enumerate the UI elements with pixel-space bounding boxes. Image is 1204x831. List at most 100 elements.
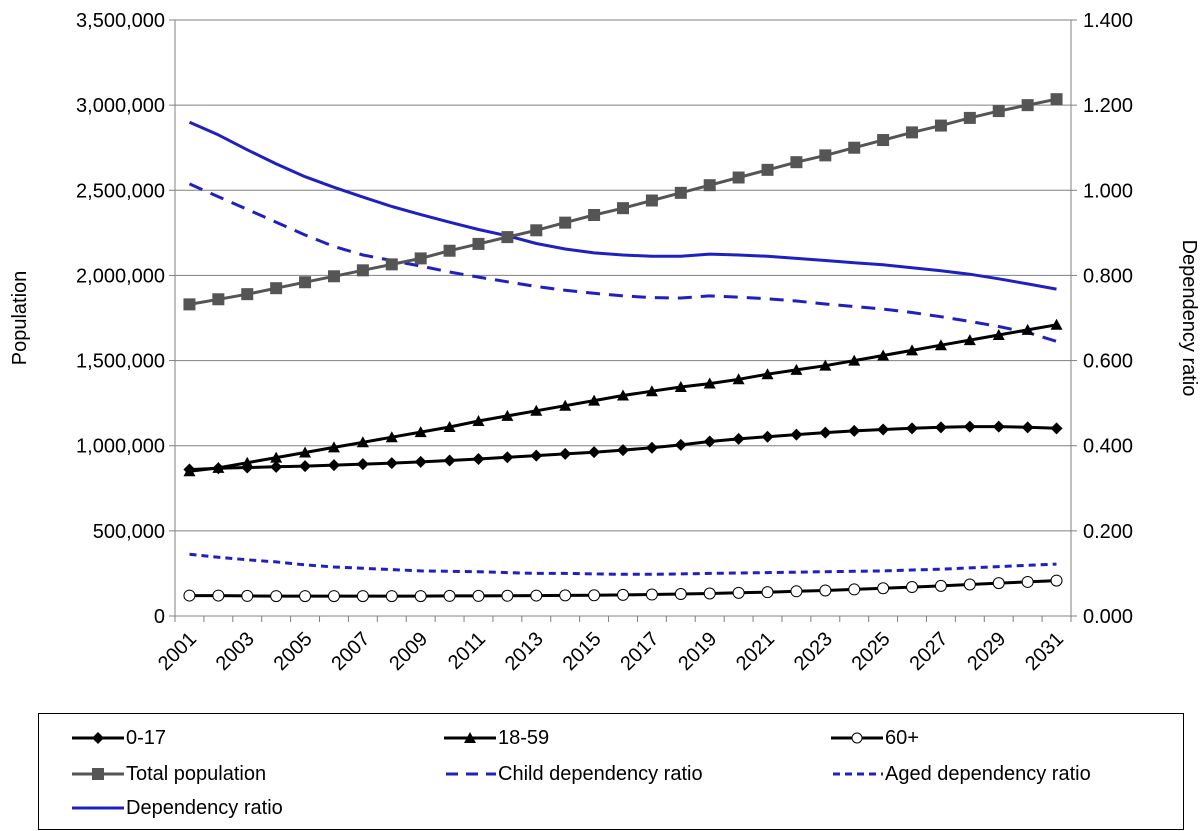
data-point xyxy=(356,264,369,277)
legend-label-dependency-ratio: Dependency ratio xyxy=(126,796,283,819)
legend-item-total-population[interactable]: Total population xyxy=(72,761,266,787)
data-point xyxy=(356,436,369,448)
y-tick-label: 0 xyxy=(154,606,165,628)
data-point xyxy=(848,354,861,366)
data-point xyxy=(790,585,803,598)
data-point xyxy=(877,134,890,147)
data-point xyxy=(327,459,340,472)
data-point xyxy=(761,430,774,443)
data-point xyxy=(992,577,1005,590)
data-point xyxy=(674,588,687,601)
x-tick-label: 2013 xyxy=(501,628,548,675)
y-tick-label: 500,000 xyxy=(93,521,165,543)
line-chart: 0 500,000 1,000,000 1,500,000 2,000,000 2,500… xyxy=(9,10,1200,675)
data-point xyxy=(501,451,514,464)
series-line xyxy=(189,97,1057,306)
x-tick-label: 2029 xyxy=(963,628,1010,675)
data-point xyxy=(732,586,745,599)
y-tick-label: 2,500,000 xyxy=(76,180,165,202)
data-point xyxy=(588,446,601,459)
data-point xyxy=(819,359,832,371)
y-axis-title: Population xyxy=(9,271,31,366)
data-point xyxy=(443,589,456,602)
x-axis-ticks: 2001 2003 2005 2007 2009 2011 2013 2015 2017 2019… xyxy=(154,616,1072,675)
legend-label-60-plus: 60+ xyxy=(885,726,919,749)
y-axis-ticks: 0 500,000 1,000,000 1,500,000 2,000,000 2,500… xyxy=(76,10,175,628)
data-point xyxy=(299,590,312,603)
data-point xyxy=(414,455,427,468)
data-point xyxy=(183,465,196,477)
data-point xyxy=(617,202,629,215)
data-point xyxy=(241,456,254,468)
data-point xyxy=(414,426,427,438)
legend-item-18-59[interactable]: 18-59 xyxy=(444,725,549,751)
data-point xyxy=(848,424,861,437)
series-18-59 xyxy=(183,318,1063,477)
legend-swatch-60-plus xyxy=(831,732,883,744)
legend-item-dependency-ratio[interactable]: Dependency ratio xyxy=(72,795,283,821)
data-point xyxy=(790,156,803,169)
x-tick-label: 2023 xyxy=(790,628,837,675)
data-point xyxy=(906,581,919,594)
data-point xyxy=(848,583,861,596)
x-tick-label: 2007 xyxy=(327,628,374,675)
data-point xyxy=(443,244,456,257)
data-point xyxy=(877,423,890,436)
data-point xyxy=(327,270,340,283)
data-point xyxy=(356,590,369,603)
data-point xyxy=(270,451,283,463)
data-point xyxy=(732,171,745,184)
data-point xyxy=(501,231,514,244)
y-tick-label: 1,000,000 xyxy=(76,436,165,458)
data-point xyxy=(703,587,716,600)
series-60- xyxy=(183,574,1063,603)
data-point xyxy=(617,389,629,401)
data-point xyxy=(703,435,716,448)
data-point xyxy=(356,458,369,471)
legend-item-child-dependency-ratio[interactable]: Child dependency ratio xyxy=(444,761,703,787)
legend-item-aged-dependency-ratio[interactable]: Aged dependency ratio xyxy=(831,761,1091,787)
x-tick-label: 2015 xyxy=(559,628,606,675)
y2-tick-label: 1.200 xyxy=(1083,95,1133,117)
y2-axis-title: Dependency ratio xyxy=(1178,240,1200,397)
series-line xyxy=(188,120,1057,291)
data-point xyxy=(992,329,1005,341)
series-line xyxy=(188,182,1057,343)
legend: 0-17 18-59 60+ Total population Child de… xyxy=(38,713,1184,830)
legend-swatch-aged-dependency-ratio xyxy=(833,772,883,776)
data-point xyxy=(934,339,947,351)
series-line xyxy=(189,552,1057,576)
data-point xyxy=(212,461,225,473)
data-point xyxy=(559,447,572,460)
data-point xyxy=(992,420,1005,433)
legend-label-child-dependency-ratio: Child dependency ratio xyxy=(498,762,703,785)
legend-item-0-17[interactable]: 0-17 xyxy=(72,725,166,751)
data-point xyxy=(645,385,658,397)
data-point xyxy=(848,141,861,154)
y-tick-label: 3,000,000 xyxy=(76,95,165,117)
y2-tick-label: 0.400 xyxy=(1083,436,1133,458)
data-point xyxy=(645,194,658,207)
data-point xyxy=(963,420,976,433)
data-point xyxy=(674,186,687,199)
data-point xyxy=(934,421,947,434)
data-point xyxy=(327,441,340,453)
data-point xyxy=(530,404,543,416)
legend-label-0-17: 0-17 xyxy=(126,726,167,749)
y2-tick-label: 0.800 xyxy=(1083,265,1133,287)
data-point xyxy=(1050,574,1063,587)
data-point xyxy=(472,237,485,250)
data-point xyxy=(414,252,427,265)
data-point xyxy=(732,373,745,385)
data-point xyxy=(1021,421,1034,434)
data-point xyxy=(934,579,947,592)
data-point xyxy=(703,179,716,192)
data-point xyxy=(617,588,629,601)
x-tick-label: 2019 xyxy=(674,628,721,675)
data-point xyxy=(559,216,572,229)
legend-item-60-plus[interactable]: 60+ xyxy=(831,725,919,751)
data-point xyxy=(270,282,283,295)
data-point xyxy=(934,119,947,132)
data-point xyxy=(414,590,427,603)
data-point xyxy=(1021,575,1034,588)
